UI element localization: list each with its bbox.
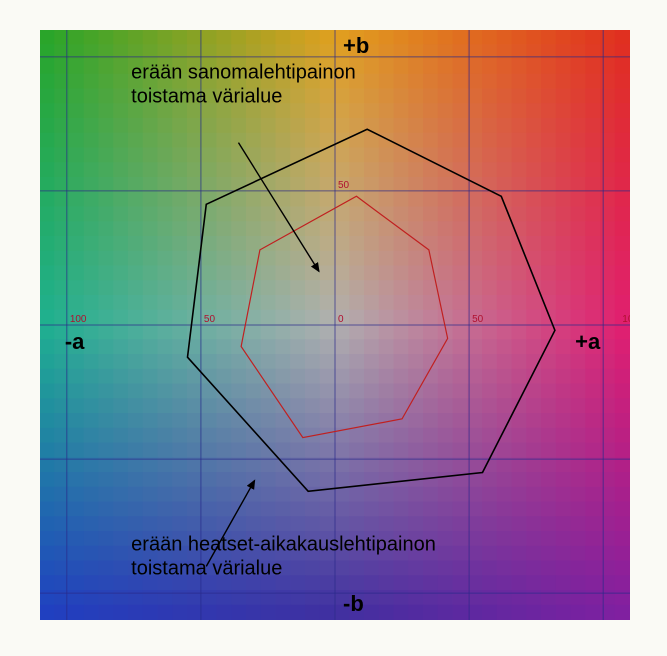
annotation-inner-line: toistama värialue [131,85,282,107]
annotation-inner-line: erään sanomalehtipainon [131,61,356,83]
axis-label-left: -a [65,329,85,354]
axis-label-top: +b [343,33,369,58]
chart-area: 100 50 0 50 10 50 -a +a +b -b erään sanomalehtip… [40,30,630,620]
tick-label: 50 [472,314,484,325]
annotation-outer-line: toistama värialue [131,557,282,579]
axis-label-bottom: -b [343,591,364,616]
annotation-outer-line: erään heatset-aikakauslehtipainon [131,533,436,555]
tick-label: 0 [338,314,344,325]
tick-label: 10 [622,314,630,325]
axis-label-right: +a [575,329,601,354]
gamut-chart-svg: 100 50 0 50 10 50 -a +a +b -b erään sanomalehtip… [40,30,630,620]
page-container: 100 50 0 50 10 50 -a +a +b -b erään sanomalehtip… [0,0,667,656]
tick-label: 50 [204,314,216,325]
tick-label: 50 [338,180,350,191]
tick-label: 100 [70,314,87,325]
